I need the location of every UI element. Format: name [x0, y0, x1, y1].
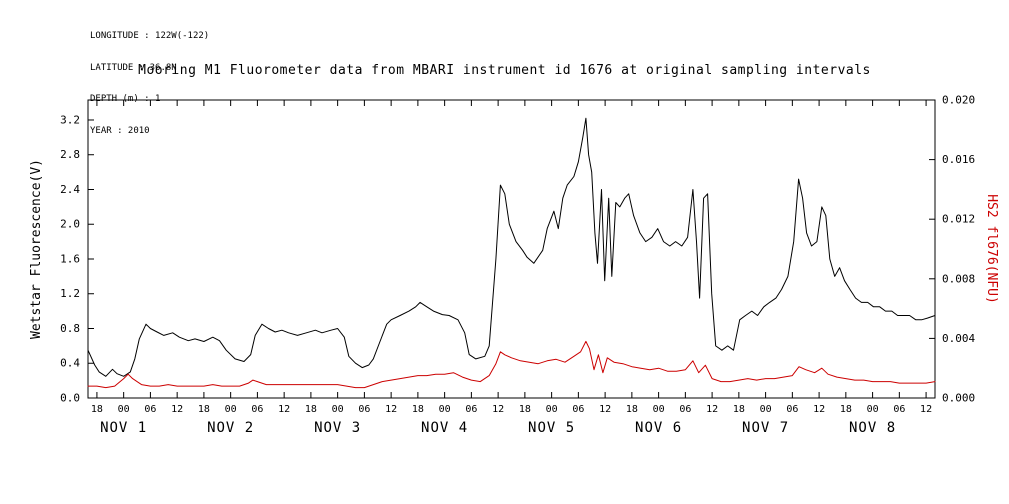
day-label: NOV 8: [849, 420, 896, 436]
meta-depth: DEPTH (m) : 1: [90, 94, 161, 104]
y-right-tick-label: 0.000: [942, 392, 975, 405]
y-left-tick-label: 2.4: [60, 183, 80, 196]
x-tick-label: 12: [706, 404, 718, 415]
x-tick-label: 00: [118, 404, 130, 415]
y-left-tick-label: 1.2: [60, 287, 80, 300]
x-tick-label: 18: [626, 404, 638, 415]
chart-title: Mooring M1 Fluorometer data from MBARI i…: [138, 63, 871, 78]
day-label: NOV 6: [635, 420, 682, 436]
day-label: NOV 1: [100, 420, 147, 436]
day-label: NOV 5: [528, 420, 575, 436]
x-tick-label: 00: [867, 404, 879, 415]
y-left-tick-label: 2.8: [60, 148, 80, 161]
y-right-tick-label: 0.008: [942, 272, 975, 285]
y-left-tick-label: 0.0: [60, 392, 80, 405]
meta-latitude: LATITUDE : 36.8N: [90, 62, 177, 73]
x-tick-label: 00: [332, 404, 344, 415]
day-label: NOV 4: [421, 420, 468, 436]
plot-frame: [87, 99, 936, 399]
y-right-axis-label: HS2 fl676(NFU): [984, 194, 999, 304]
x-tick-label: 06: [251, 404, 263, 415]
x-tick-label: 12: [278, 404, 290, 415]
series-line-hs2-fl676: [87, 340, 936, 389]
x-tick-label: 18: [412, 404, 424, 415]
x-tick-label: 12: [385, 404, 397, 415]
y-left-tick-label: 2.0: [60, 218, 80, 231]
y-left-tick-label: 0.4: [60, 357, 80, 370]
x-tick-label: 06: [465, 404, 477, 415]
y-right-tick-label: 0.020: [942, 94, 975, 107]
x-tick-label: 18: [305, 404, 317, 415]
x-tick-label: 12: [813, 404, 825, 415]
x-tick-label: 12: [492, 404, 504, 415]
y-right-tick-label: 0.016: [942, 153, 975, 166]
x-tick-label: 06: [786, 404, 798, 415]
x-tick-label: 18: [840, 404, 852, 415]
x-tick-label: 18: [519, 404, 531, 415]
x-tick-label: 00: [546, 404, 558, 415]
x-tick-label: 06: [679, 404, 691, 415]
meta-year: YEAR : 2010: [90, 125, 150, 136]
x-tick-label: 12: [920, 404, 932, 415]
x-tick-label: 12: [599, 404, 611, 415]
x-tick-label: 06: [893, 404, 905, 415]
x-tick-label: 06: [572, 404, 584, 415]
x-tick-label: 00: [225, 404, 237, 415]
day-label: NOV 7: [742, 420, 789, 436]
day-label: NOV 3: [314, 420, 361, 436]
y-right-tick-label: 0.012: [942, 213, 975, 226]
y-left-axis-label: Wetstar Fluorescence(V): [29, 159, 44, 339]
x-tick-label: 18: [733, 404, 745, 415]
x-tick-label: 12: [171, 404, 183, 415]
metadata-block: LONGITUDE : 122W(-122) LATITUDE : 36.8N …: [90, 10, 209, 157]
y-right-tick-label: 0.004: [942, 332, 975, 345]
x-tick-label: 00: [653, 404, 665, 415]
x-tick-label: 18: [198, 404, 210, 415]
x-tick-label: 18: [91, 404, 103, 415]
day-label: NOV 2: [207, 420, 254, 436]
series-line-wetstar-fluorescence: [87, 117, 936, 377]
x-tick-label: 06: [358, 404, 370, 415]
y-left-tick-label: 0.8: [60, 322, 80, 335]
x-tick-label: 00: [760, 404, 772, 415]
x-tick-label: 06: [144, 404, 156, 415]
meta-longitude: LONGITUDE : 122W(-122): [90, 31, 210, 41]
x-tick-label: 00: [439, 404, 451, 415]
y-left-tick-label: 3.2: [60, 113, 80, 126]
y-left-tick-label: 1.6: [60, 252, 80, 265]
